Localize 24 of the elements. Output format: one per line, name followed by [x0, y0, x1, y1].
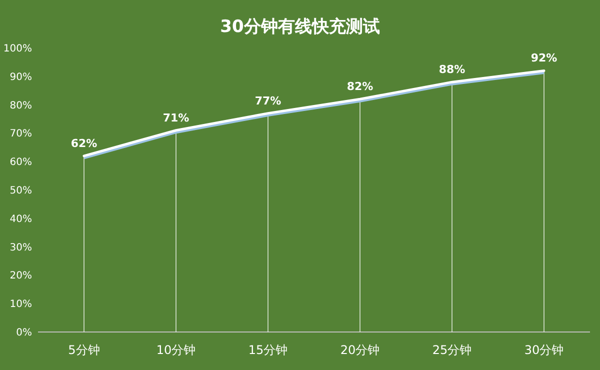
data-label: 88% [438, 63, 466, 76]
x-tick-label: 20分钟 [340, 343, 380, 357]
data-label: 71% [162, 111, 190, 124]
y-tick-label: 60% [10, 157, 32, 168]
y-tick-label: 100% [3, 44, 32, 54]
x-tick-label: 30分钟 [524, 343, 564, 357]
x-tick-label: 15分钟 [248, 343, 288, 357]
x-tick-label: 10分钟 [156, 343, 196, 357]
data-label: 62% [70, 136, 98, 150]
x-tick-label: 25分钟 [432, 343, 472, 357]
data-label: 82% [346, 80, 374, 94]
y-tick-label: 50% [10, 186, 32, 196]
x-tick-label: 5分钟 [68, 343, 100, 357]
y-tick-label: 10% [10, 299, 32, 310]
y-tick-label: 90% [10, 72, 32, 83]
y-tick-label: 30% [10, 242, 32, 254]
data-label: 77% [254, 94, 282, 108]
chart-title: 30分钟有线快充测试 [220, 17, 380, 37]
y-tick-label: 20% [10, 270, 32, 282]
y-tick-label: 80% [10, 100, 32, 112]
y-tick-label: 70% [10, 128, 32, 140]
y-tick-label: 0% [16, 328, 32, 338]
data-label: 92% [530, 52, 558, 65]
y-tick-label: 40% [10, 214, 32, 225]
